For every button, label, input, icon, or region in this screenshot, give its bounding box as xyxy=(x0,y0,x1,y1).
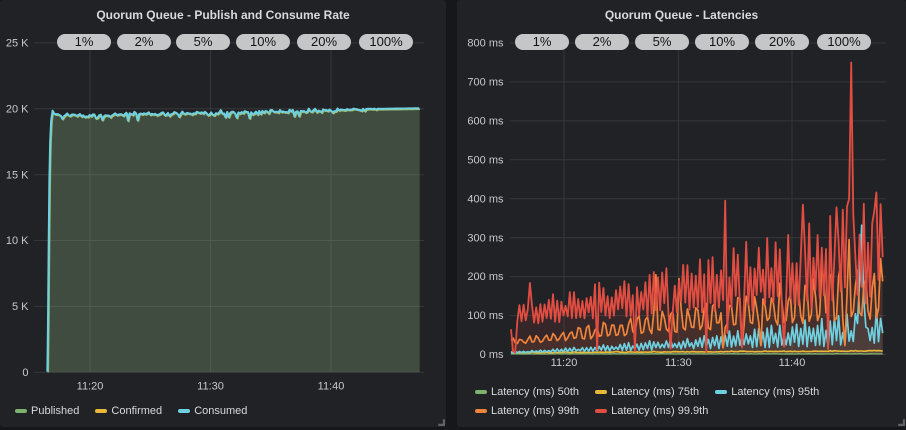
svg-text:11:30: 11:30 xyxy=(665,357,692,369)
svg-text:200 ms: 200 ms xyxy=(467,271,504,283)
svg-text:11:40: 11:40 xyxy=(779,357,806,369)
svg-text:15 K: 15 K xyxy=(6,169,29,181)
svg-text:800 ms: 800 ms xyxy=(467,38,504,50)
svg-text:10 K: 10 K xyxy=(6,235,29,247)
svg-text:11:20: 11:20 xyxy=(551,357,578,369)
svg-text:500 ms: 500 ms xyxy=(467,154,504,166)
svg-text:300 ms: 300 ms xyxy=(467,232,504,244)
svg-text:11:40: 11:40 xyxy=(318,381,345,393)
svg-text:600 ms: 600 ms xyxy=(467,116,504,128)
svg-text:11:20: 11:20 xyxy=(77,381,104,393)
svg-text:0: 0 xyxy=(22,367,28,379)
svg-text:700 ms: 700 ms xyxy=(467,77,504,89)
svg-text:20 K: 20 K xyxy=(6,103,29,115)
svg-text:5 K: 5 K xyxy=(12,301,29,313)
svg-text:100 ms: 100 ms xyxy=(467,310,504,322)
svg-text:11:30: 11:30 xyxy=(197,381,224,393)
svg-text:25 K: 25 K xyxy=(6,38,29,50)
svg-text:400 ms: 400 ms xyxy=(467,193,504,205)
svg-text:0 ms: 0 ms xyxy=(480,349,504,361)
